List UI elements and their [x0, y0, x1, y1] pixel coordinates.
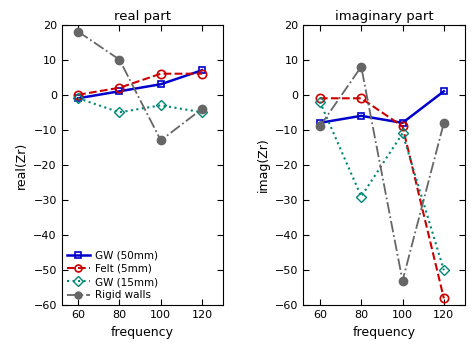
Y-axis label: real(Zr): real(Zr) [15, 141, 27, 188]
Title: imaginary part: imaginary part [335, 11, 433, 24]
X-axis label: frequency: frequency [111, 326, 173, 339]
Title: real part: real part [114, 11, 171, 24]
Y-axis label: imag(Zr): imag(Zr) [256, 138, 269, 192]
Legend: GW (50mm), Felt (5mm), GW (15mm), Rigid walls: GW (50mm), Felt (5mm), GW (15mm), Rigid … [67, 251, 158, 300]
X-axis label: frequency: frequency [353, 326, 415, 339]
